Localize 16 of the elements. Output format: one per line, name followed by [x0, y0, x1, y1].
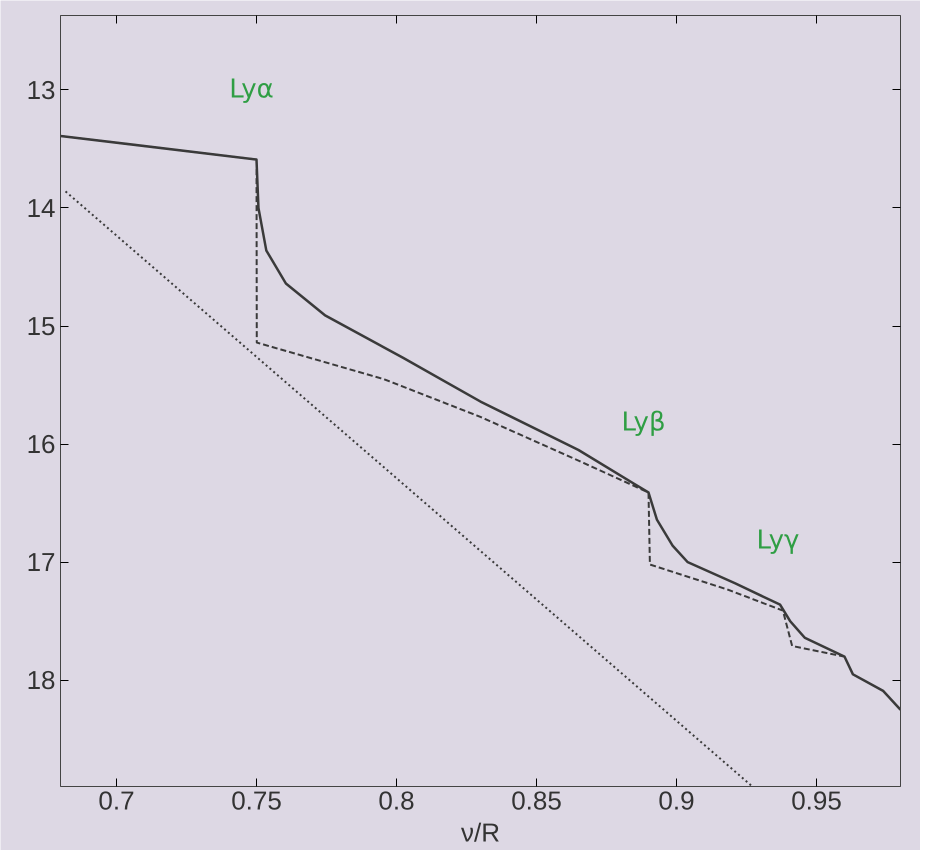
x-tick-label: 0.8 — [378, 786, 415, 816]
x-tick-label: 0.7 — [98, 786, 135, 816]
x-tick-label: 0.9 — [658, 786, 695, 816]
y-tick-label: 14 — [26, 192, 56, 223]
y-tick-label: 18 — [26, 665, 56, 696]
x-tick-label: 0.75 — [231, 786, 282, 816]
y-tick-label: 15 — [26, 311, 56, 342]
x-tick-label: 0.95 — [791, 786, 842, 816]
annotation: Lyβ — [621, 408, 666, 438]
x-axis-title: ν/R — [461, 818, 500, 848]
y-tick-label: 13 — [26, 74, 56, 105]
y-tick-label: 16 — [26, 429, 56, 460]
annotation: Lyγ — [756, 526, 800, 556]
x-tick-label: 0.85 — [511, 786, 562, 816]
y-tick-label: 17 — [26, 547, 56, 578]
annotation: Lyα — [229, 74, 274, 105]
